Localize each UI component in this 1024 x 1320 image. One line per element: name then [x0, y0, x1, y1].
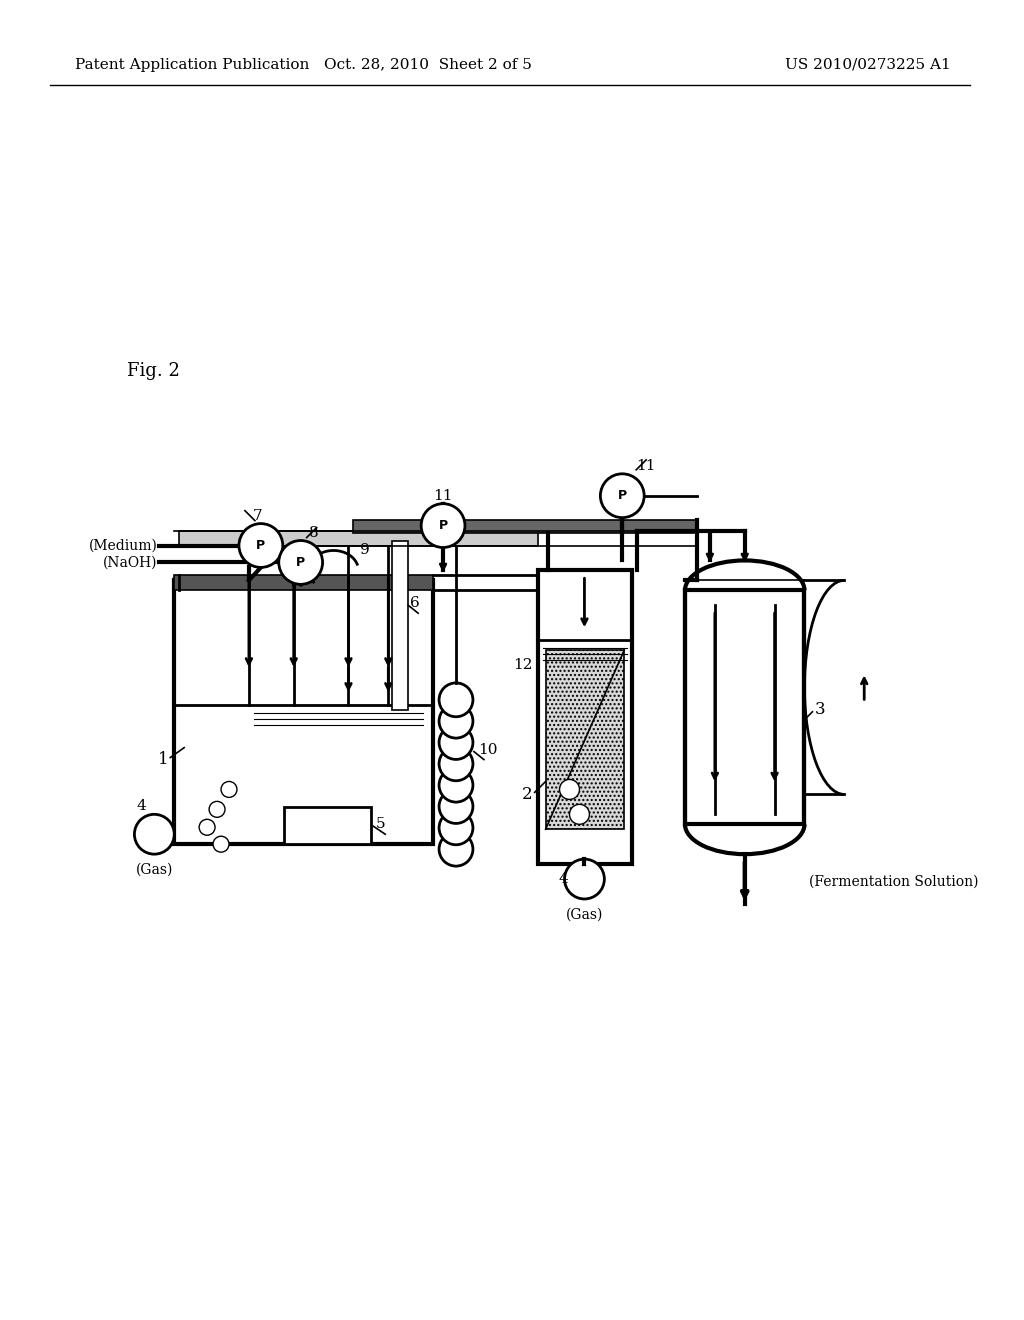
Bar	[685, 590, 805, 824]
Text: (Medium): (Medium)	[88, 539, 158, 553]
Circle shape	[439, 810, 473, 845]
Circle shape	[421, 504, 465, 548]
Circle shape	[569, 804, 590, 824]
Circle shape	[600, 474, 644, 517]
Text: (Gas): (Gas)	[135, 863, 173, 876]
Bar	[174, 576, 433, 590]
Circle shape	[279, 540, 323, 585]
Text: 10: 10	[478, 743, 498, 756]
Text: P: P	[256, 539, 265, 552]
Text: 8: 8	[308, 525, 318, 540]
Circle shape	[439, 789, 473, 824]
Circle shape	[209, 801, 225, 817]
Bar	[179, 531, 538, 545]
Circle shape	[439, 682, 473, 717]
Text: 6: 6	[411, 597, 420, 610]
Text: P: P	[296, 556, 305, 569]
Circle shape	[564, 859, 604, 899]
Text: 11: 11	[636, 459, 655, 473]
Text: 3: 3	[814, 701, 825, 718]
Text: 5: 5	[376, 817, 385, 832]
Text: 12: 12	[513, 657, 532, 672]
Text: 11: 11	[433, 488, 453, 503]
Bar	[284, 808, 372, 845]
Circle shape	[439, 768, 473, 803]
Bar	[538, 570, 632, 865]
Text: 2: 2	[522, 785, 532, 803]
Circle shape	[439, 747, 473, 780]
Circle shape	[439, 832, 473, 866]
Circle shape	[199, 820, 215, 836]
Text: P: P	[438, 519, 447, 532]
Circle shape	[221, 781, 237, 797]
Text: (NaOH): (NaOH)	[102, 556, 158, 569]
Text: 4: 4	[136, 800, 146, 813]
Text: (Gas): (Gas)	[565, 908, 603, 921]
Circle shape	[239, 524, 283, 568]
Circle shape	[559, 780, 580, 800]
Text: US 2010/0273225 A1: US 2010/0273225 A1	[785, 58, 951, 71]
Text: P: P	[617, 490, 627, 502]
Circle shape	[134, 814, 174, 854]
Text: 4: 4	[558, 873, 568, 886]
Text: (Fermentation Solution): (Fermentation Solution)	[809, 875, 979, 890]
Text: 7: 7	[253, 508, 262, 523]
Text: 9: 9	[360, 544, 370, 557]
Circle shape	[439, 705, 473, 738]
Text: Fig. 2: Fig. 2	[127, 362, 180, 380]
Text: 1: 1	[158, 751, 168, 768]
Bar	[353, 520, 697, 532]
Text: Oct. 28, 2010  Sheet 2 of 5: Oct. 28, 2010 Sheet 2 of 5	[325, 58, 532, 71]
Bar	[546, 649, 625, 829]
Circle shape	[439, 726, 473, 759]
Circle shape	[213, 837, 229, 853]
Text: Patent Application Publication: Patent Application Publication	[75, 58, 309, 71]
Bar	[392, 540, 409, 710]
Bar	[174, 581, 433, 845]
